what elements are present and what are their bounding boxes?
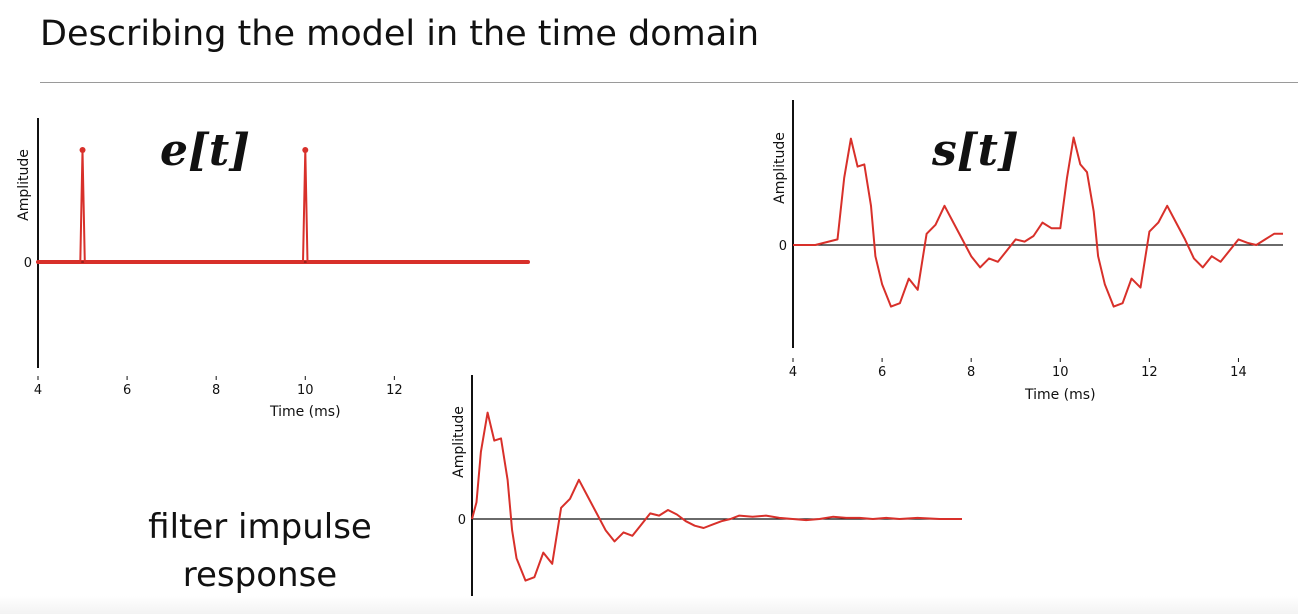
x-tick-label: 10 bbox=[1052, 365, 1069, 380]
series-line bbox=[793, 136, 1283, 308]
x-tick-label: 12 bbox=[386, 383, 403, 398]
series-line bbox=[471, 411, 962, 582]
x-axis-label: Time (ms) bbox=[1024, 387, 1096, 403]
stem-marker bbox=[79, 147, 86, 153]
stem-marker bbox=[302, 147, 309, 153]
x-tick-label: 8 bbox=[212, 383, 220, 398]
y-tick-label: 0 bbox=[779, 239, 787, 254]
formula-label: e[t] bbox=[160, 125, 250, 176]
x-tick-label: 6 bbox=[123, 383, 131, 398]
title-divider bbox=[40, 82, 1298, 83]
y-tick-label: 0 bbox=[24, 256, 32, 271]
x-tick-label: 4 bbox=[34, 383, 42, 398]
chart-excitation: 0 Amplitude 4 6 8 10 12 Time (ms) e[t] bbox=[16, 118, 530, 420]
x-tick-label: 10 bbox=[297, 383, 314, 398]
slide-bottom-edge bbox=[0, 596, 1298, 614]
formula-label: s[t] bbox=[931, 125, 1019, 176]
y-axis-label: Amplitude bbox=[451, 406, 467, 478]
caption-line-1: filter impulse bbox=[148, 507, 372, 547]
x-tick-label: 12 bbox=[1141, 365, 1158, 380]
x-tick-label: 14 bbox=[1230, 365, 1247, 380]
x-axis-label: Time (ms) bbox=[269, 404, 341, 420]
slide-title: Describing the model in the time domain bbox=[40, 14, 760, 54]
x-tick-label: 4 bbox=[789, 365, 797, 380]
y-tick-label: 0 bbox=[458, 513, 466, 528]
series-line bbox=[38, 149, 528, 263]
y-axis-label: Amplitude bbox=[16, 149, 32, 221]
y-axis-label: Amplitude bbox=[772, 132, 788, 204]
chart-filter-impulse-response: 0 Amplitude bbox=[451, 375, 962, 614]
x-tick-label: 8 bbox=[967, 365, 975, 380]
caption-line-2: response bbox=[182, 555, 338, 595]
filter-impulse-response-caption: filter impulse response bbox=[130, 503, 390, 599]
chart-speech-signal: 0 Amplitude 4 6 8 10 12 14 Time (ms) s[t] bbox=[772, 100, 1283, 403]
x-tick-label: 6 bbox=[878, 365, 886, 380]
